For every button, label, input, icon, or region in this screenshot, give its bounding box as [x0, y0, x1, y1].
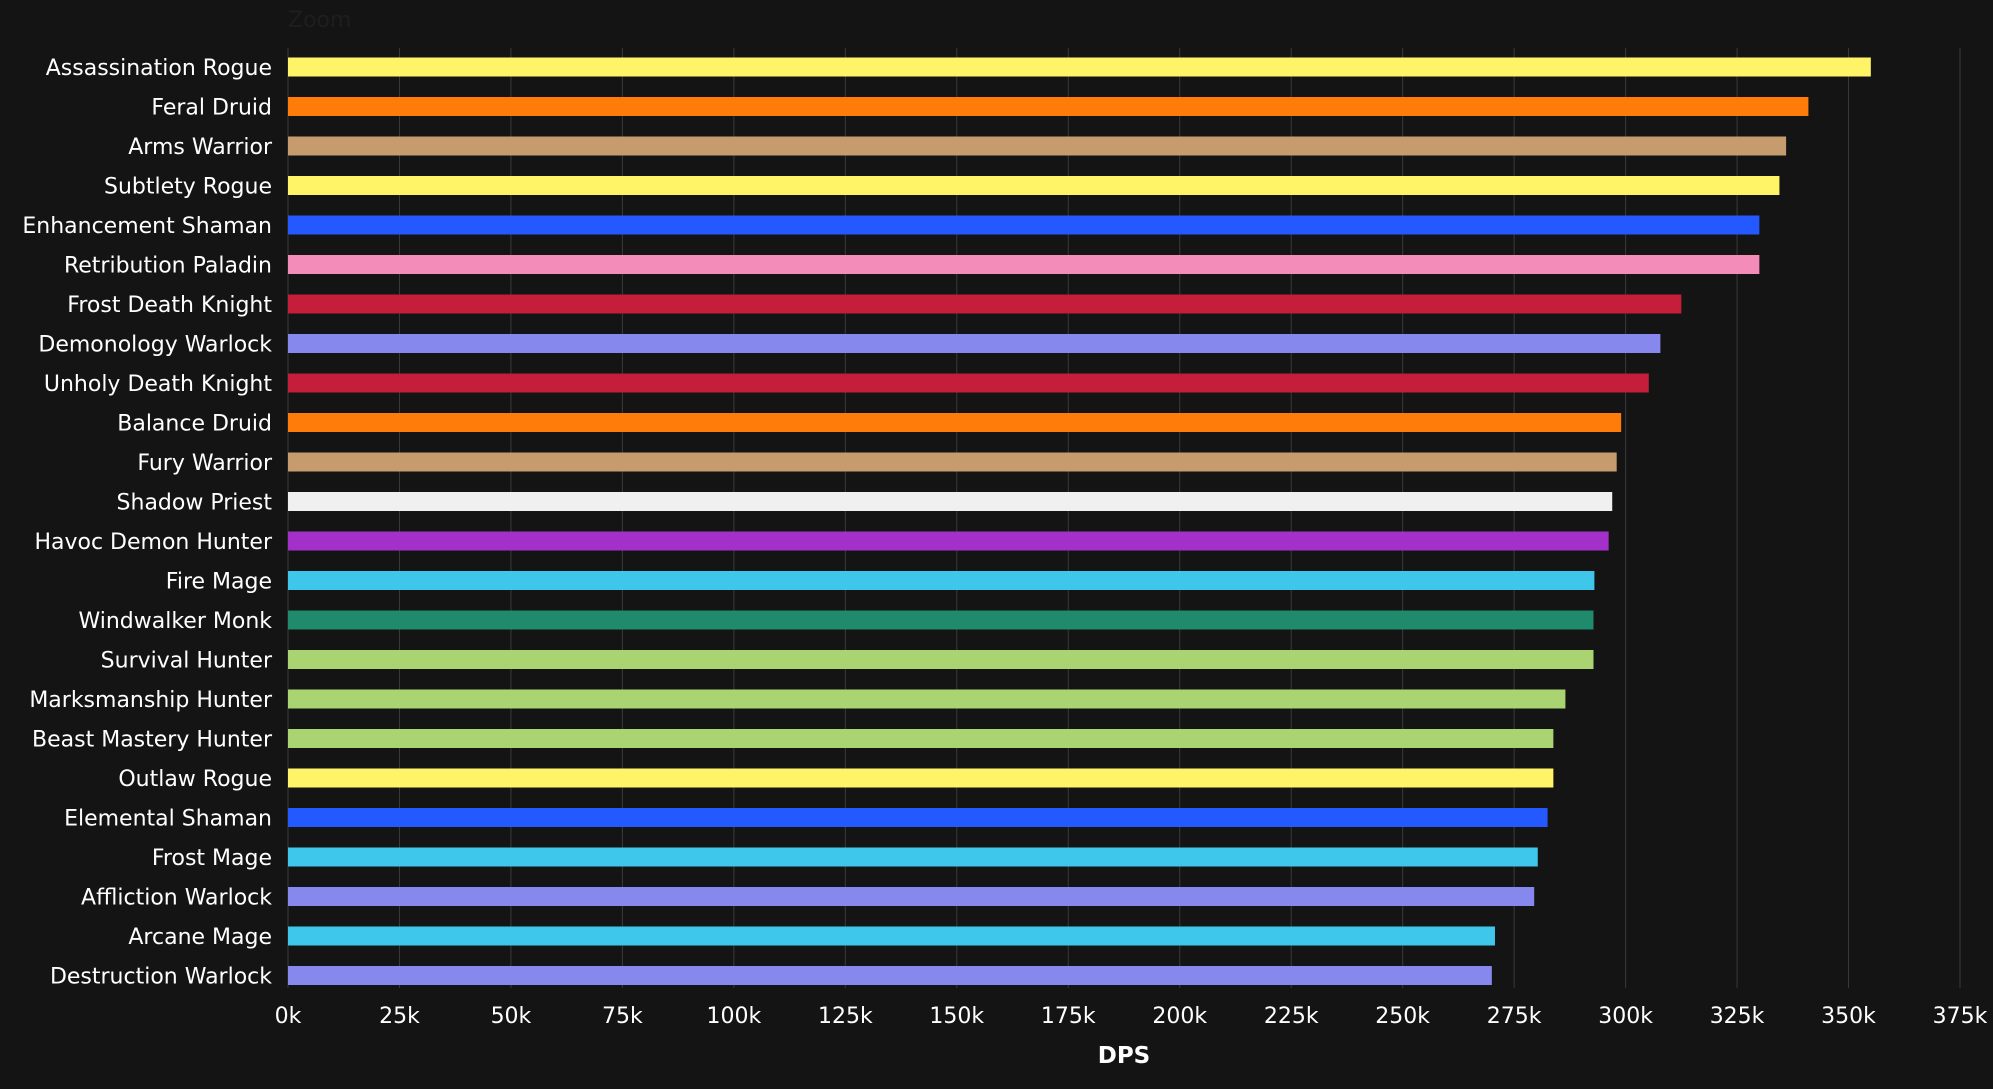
x-tick-label: 325k: [1710, 1004, 1765, 1029]
category-label: Marksmanship Hunter: [29, 688, 273, 713]
x-tick-label: 125k: [818, 1004, 873, 1029]
x-tick-label: 275k: [1487, 1004, 1542, 1029]
x-tick-label: 25k: [379, 1004, 420, 1029]
x-tick-label: 175k: [1041, 1004, 1096, 1029]
bars: [288, 57, 1871, 985]
bar[interactable]: [288, 966, 1492, 985]
x-tick-label: 100k: [706, 1004, 761, 1029]
bar[interactable]: [288, 373, 1649, 393]
category-label: Feral Druid: [151, 96, 272, 121]
category-label: Survival Hunter: [101, 649, 273, 674]
category-label: Windwalker Monk: [78, 609, 272, 634]
x-tick-label: 200k: [1152, 1004, 1207, 1029]
category-label: Fire Mage: [166, 570, 272, 595]
category-label: Beast Mastery Hunter: [32, 728, 273, 753]
bar[interactable]: [288, 847, 1538, 867]
bar[interactable]: [288, 334, 1661, 353]
x-tick-label: 150k: [929, 1004, 984, 1029]
bar[interactable]: [288, 531, 1609, 551]
bar[interactable]: [288, 610, 1594, 630]
category-label: Balance Druid: [117, 412, 272, 437]
bar[interactable]: [288, 294, 1682, 314]
bar[interactable]: [288, 887, 1535, 906]
gridlines: [287, 48, 1961, 988]
category-label: Assassination Rogue: [46, 56, 272, 81]
bar[interactable]: [288, 136, 1787, 156]
category-labels: Assassination Rogue Feral Druid Arms Warri…: [22, 56, 273, 990]
bar[interactable]: [288, 255, 1760, 274]
bar[interactable]: [288, 452, 1617, 472]
bar[interactable]: [288, 768, 1554, 788]
x-tick-label: 375k: [1933, 1004, 1988, 1029]
x-tick-label: 300k: [1598, 1004, 1653, 1029]
bar[interactable]: [288, 689, 1566, 709]
x-tick-label: 75k: [602, 1004, 643, 1029]
x-tick-label: 50k: [491, 1004, 532, 1029]
bar[interactable]: [288, 413, 1622, 432]
category-label: Outlaw Rogue: [118, 767, 272, 792]
x-tick-label: 225k: [1264, 1004, 1319, 1029]
category-label: Arcane Mage: [128, 925, 272, 950]
category-label: Havoc Demon Hunter: [34, 530, 272, 555]
category-label: Destruction Warlock: [50, 965, 272, 990]
category-label: Subtlety Rogue: [104, 175, 272, 200]
bar[interactable]: [288, 650, 1594, 669]
bar[interactable]: [288, 176, 1780, 195]
x-axis-title: DPS: [1098, 1043, 1151, 1069]
category-label: Fury Warrior: [137, 451, 273, 476]
category-label: Elemental Shaman: [64, 807, 272, 832]
category-label: Frost Death Knight: [67, 293, 272, 318]
bar[interactable]: [288, 571, 1595, 590]
category-label: Shadow Priest: [117, 491, 273, 516]
x-tick-label: 350k: [1821, 1004, 1876, 1029]
bar[interactable]: [288, 729, 1554, 748]
category-label: Unholy Death Knight: [44, 372, 272, 397]
x-tick-label: 0k: [275, 1004, 302, 1029]
bar[interactable]: [288, 97, 1809, 116]
x-axis-ticks: 0k 25k 50k 75k 100k 125k 150k 175k 200k 225k 250k 2…: [275, 1004, 1988, 1029]
bar[interactable]: [288, 215, 1760, 235]
category-label: Retribution Paladin: [64, 254, 272, 279]
category-label: Frost Mage: [152, 846, 272, 871]
zoom-label[interactable]: Zoom: [288, 8, 351, 33]
bar[interactable]: [288, 926, 1495, 946]
category-label: Enhancement Shaman: [22, 214, 272, 239]
x-tick-label: 250k: [1375, 1004, 1430, 1029]
category-label: Demonology Warlock: [38, 333, 272, 358]
bar[interactable]: [288, 808, 1548, 827]
bar[interactable]: [288, 57, 1871, 77]
category-label: Affliction Warlock: [81, 886, 272, 911]
bar[interactable]: [288, 492, 1613, 511]
category-label: Arms Warrior: [128, 135, 273, 160]
